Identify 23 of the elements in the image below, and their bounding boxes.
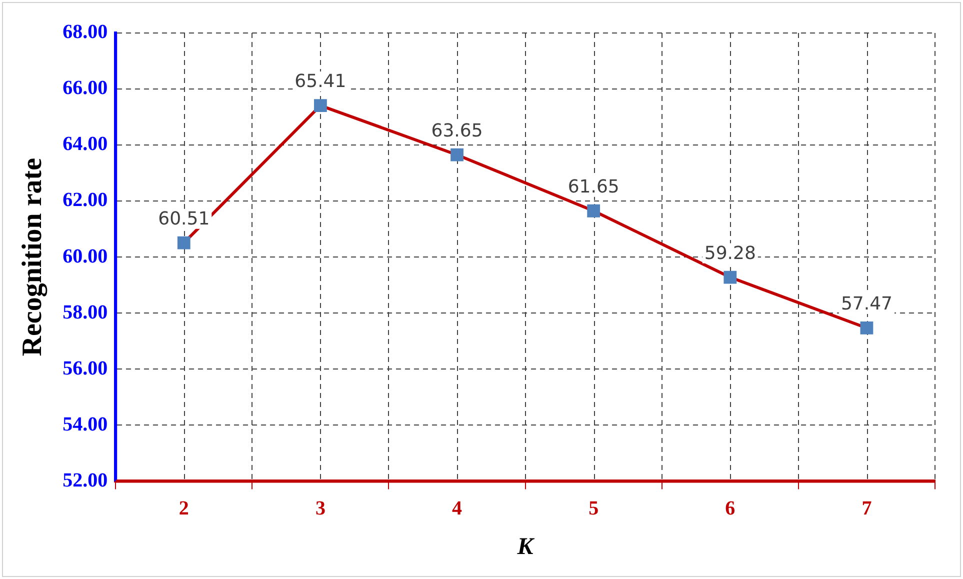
x-tick-label: 3 [315, 497, 326, 520]
y-tick-label: 58.00 [62, 301, 108, 324]
data-label: 60.51 [158, 208, 210, 230]
x-tick-label: 7 [862, 497, 872, 520]
data-label: 65.41 [294, 71, 346, 92]
y-axis-title: Recognition rate [17, 158, 48, 356]
data-label: 61.65 [568, 176, 620, 198]
y-tick-label: 56.00 [62, 357, 108, 380]
y-tick-label: 60.00 [62, 245, 108, 268]
x-tick-label: 6 [725, 497, 736, 520]
x-tick-label: 2 [178, 497, 189, 520]
y-tick-label: 52.00 [62, 469, 108, 492]
data-label: 59.28 [704, 242, 756, 264]
x-tick-label: 5 [588, 497, 599, 520]
x-axis-title: K [516, 534, 536, 560]
y-tick-label: 54.00 [62, 413, 108, 436]
y-tick-label: 68.00 [62, 21, 108, 44]
data-label: 57.47 [840, 294, 892, 315]
y-tick-label: 62.00 [62, 189, 108, 212]
y-tick-label: 64.00 [62, 133, 108, 156]
x-tick-label: 4 [452, 497, 462, 520]
y-tick-label: 66.00 [62, 77, 108, 100]
data-label: 63.65 [431, 120, 483, 142]
